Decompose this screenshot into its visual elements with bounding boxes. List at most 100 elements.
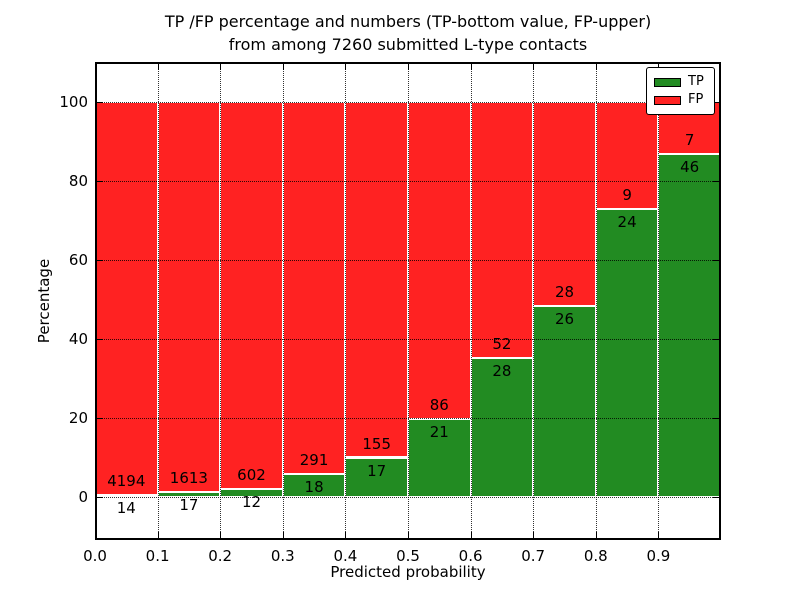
y-tick-mark — [97, 259, 103, 261]
x-tick-mark — [157, 64, 159, 70]
fp-bar — [157, 101, 221, 493]
tp-count-label: 24 — [617, 213, 637, 232]
tp-count-label: 17 — [179, 496, 199, 515]
x-tick-mark — [345, 64, 347, 70]
plot-area: 4194 14 1613 17 602 12 291 18 155 17 86 21 52 28 28 26 9… — [95, 62, 721, 540]
y-tick-label: 20 — [68, 408, 88, 427]
x-tick-mark — [282, 532, 284, 538]
x-tick-label: 0.8 — [583, 547, 608, 565]
fp-count-label: 1613 — [169, 469, 208, 488]
gridline-vertical — [220, 62, 222, 540]
fp-bar — [345, 101, 408, 458]
gridline-vertical — [345, 62, 347, 540]
fp-count-label: 291 — [299, 450, 329, 469]
x-tick-label: 0.5 — [396, 547, 420, 565]
chart-title: TP /FP percentage and numbers (TP-bottom… — [95, 10, 721, 56]
x-tick-mark — [595, 532, 597, 538]
fp-count-label: 7 — [684, 130, 695, 149]
x-tick-mark — [470, 532, 472, 538]
x-tick-mark — [282, 64, 284, 70]
x-tick-mark — [220, 532, 222, 538]
fp-count-label: 155 — [362, 434, 391, 453]
x-tick-mark — [533, 532, 535, 538]
tp-bar — [533, 306, 596, 497]
y-tick-mark — [713, 417, 719, 419]
x-tick-label: 0.0 — [83, 547, 107, 565]
fp-count-label: 4194 — [107, 472, 146, 491]
y-tick-label: 100 — [59, 92, 88, 111]
gridline-vertical — [157, 62, 159, 540]
fp-bar — [533, 101, 596, 307]
tp-count-label: 17 — [367, 461, 387, 480]
tp-count-label: 28 — [492, 362, 512, 381]
legend-entry-fp: FP — [654, 91, 707, 109]
tp-count-label: 26 — [554, 310, 575, 329]
x-tick-mark — [470, 64, 472, 70]
x-tick-mark — [595, 64, 597, 70]
x-tick-mark — [408, 532, 409, 538]
gridline-vertical — [533, 62, 535, 540]
y-tick-label: 0 — [78, 487, 88, 506]
fp-bar — [470, 101, 534, 359]
fp-count-label: 9 — [622, 186, 632, 205]
y-tick-mark — [97, 101, 103, 103]
gridline-vertical — [282, 62, 284, 540]
tp-bar — [658, 153, 721, 497]
y-tick-mark — [713, 496, 719, 498]
legend-label-tp: TP — [688, 74, 704, 89]
x-tick-label: 0.2 — [208, 547, 233, 565]
fp-count-label: 52 — [492, 335, 512, 354]
fp-bar — [220, 101, 283, 489]
x-tick-mark — [408, 64, 409, 70]
tp-count-label: 14 — [116, 499, 136, 518]
x-tick-label: 0.1 — [145, 547, 170, 565]
y-tick-mark — [713, 259, 719, 261]
x-axis-label: Predicted probability — [330, 563, 486, 581]
x-tick-label: 0.7 — [521, 547, 546, 565]
chart-title-line-1: TP /FP percentage and numbers (TP-bottom… — [164, 12, 652, 31]
fp-count-label: 86 — [429, 396, 449, 414]
fp-bar — [95, 101, 158, 496]
tp-bar — [345, 457, 408, 497]
x-tick-label: 0.6 — [458, 547, 483, 565]
legend-entry-tp: TP — [654, 73, 707, 91]
y-tick-mark — [97, 417, 103, 419]
y-tick-mark — [713, 101, 719, 103]
legend-swatch-tp-icon — [654, 77, 681, 87]
x-tick-mark — [157, 532, 159, 538]
y-tick-mark — [713, 338, 719, 340]
gridline-vertical — [408, 62, 409, 540]
fp-count-label: 28 — [554, 283, 575, 302]
x-tick-label: 0.9 — [646, 547, 671, 565]
gridline-vertical — [595, 62, 597, 540]
tp-count-label: 21 — [429, 423, 449, 441]
tp-count-label: 18 — [304, 477, 324, 496]
x-tick-mark — [658, 532, 660, 538]
legend-swatch-fp-icon — [654, 95, 681, 105]
y-tick-mark — [97, 180, 103, 182]
gridline-vertical — [470, 62, 472, 540]
x-tick-label: 0.3 — [270, 547, 295, 565]
gridline-vertical — [658, 62, 660, 540]
y-tick-mark — [713, 180, 719, 182]
y-tick-mark — [97, 338, 103, 340]
fp-count-label: 602 — [237, 465, 266, 484]
legend: TP FP — [646, 67, 715, 115]
x-tick-mark — [95, 532, 96, 538]
x-tick-mark — [220, 64, 222, 70]
x-tick-mark — [345, 532, 347, 538]
tp-bar — [470, 358, 534, 497]
tp-count-label: 46 — [680, 157, 700, 176]
chart-title-line-2: from among 7260 submitted L-type contact… — [228, 35, 588, 54]
y-tick-mark — [97, 496, 103, 498]
fp-bar — [595, 101, 659, 210]
y-tick-label: 60 — [68, 250, 88, 269]
x-tick-label: 0.4 — [333, 547, 358, 565]
tp-count-label: 12 — [241, 492, 262, 511]
x-tick-mark — [95, 64, 96, 70]
x-tick-mark — [533, 64, 535, 70]
y-tick-label: 40 — [68, 329, 88, 348]
legend-label-fp: FP — [688, 92, 704, 107]
y-tick-label: 80 — [68, 171, 88, 190]
